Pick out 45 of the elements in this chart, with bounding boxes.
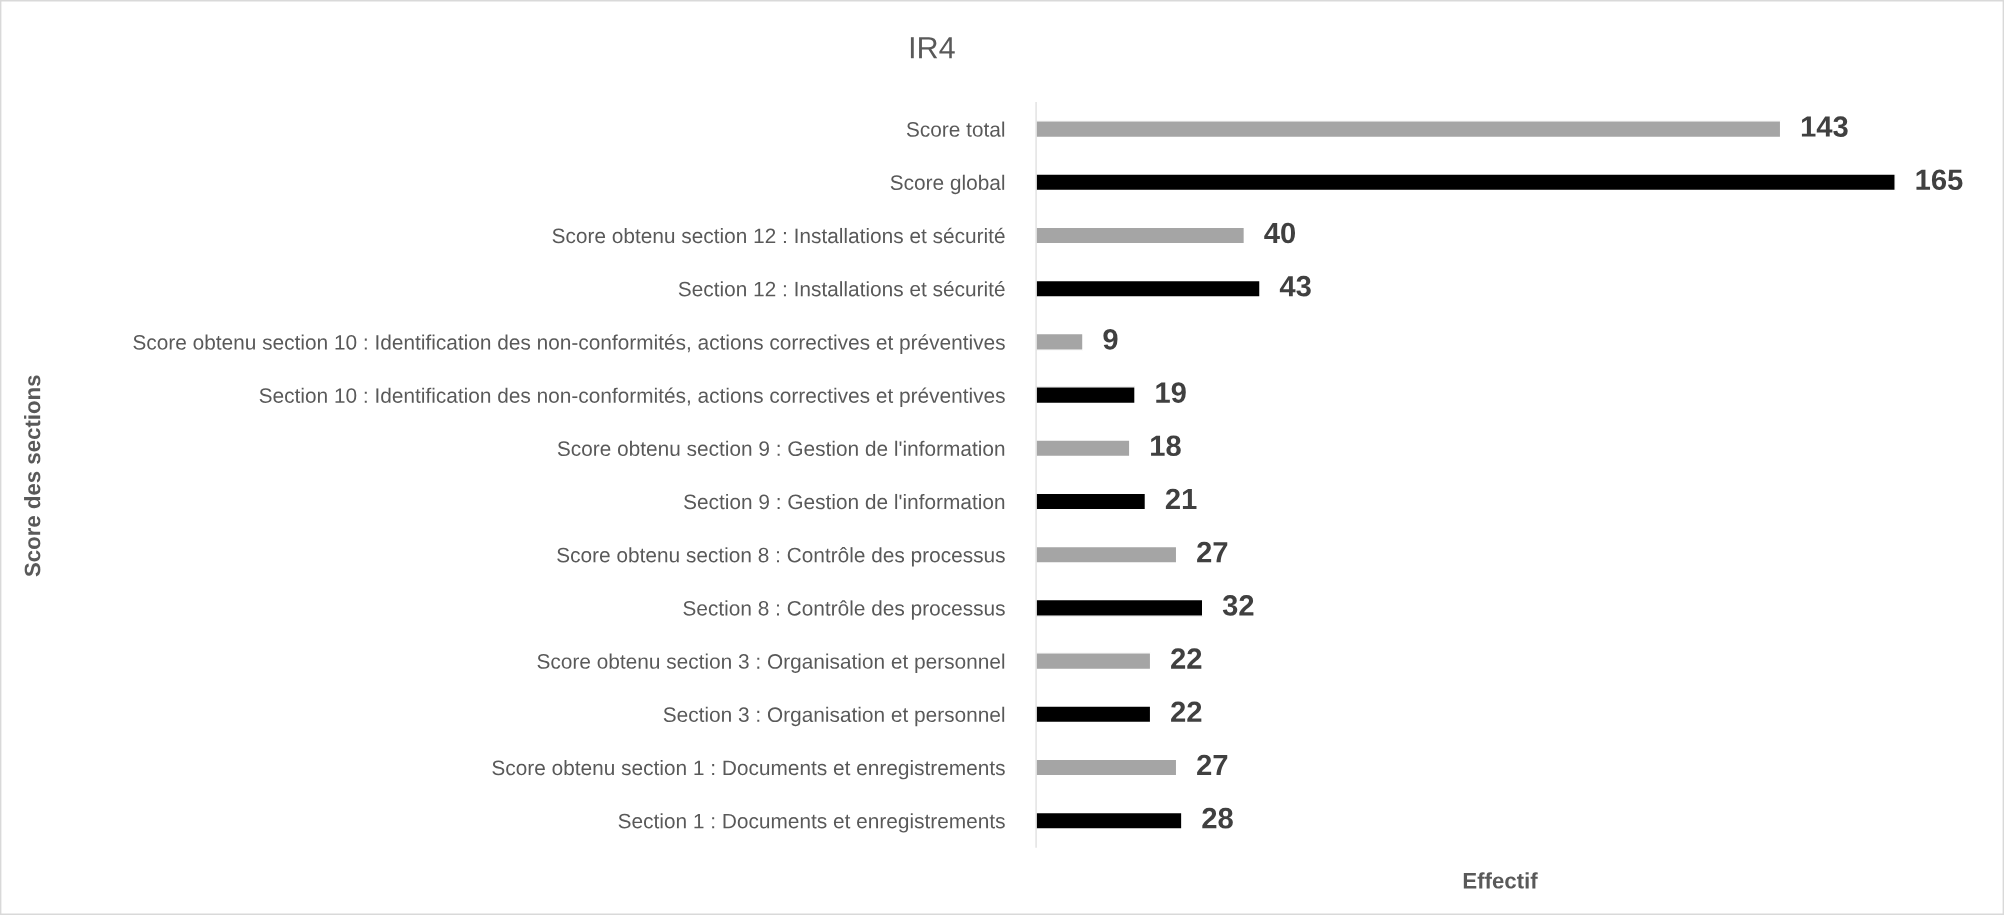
- bar: [1036, 492, 1147, 511]
- bar: [1036, 652, 1152, 671]
- y-tick-label: Score obtenu section 10 : Identification des non-conformités, actions correctives et préventives: [133, 334, 1005, 354]
- bar: [1036, 332, 1084, 351]
- bar: [1036, 386, 1136, 405]
- bar: [1036, 705, 1152, 724]
- bar: [1036, 758, 1178, 777]
- bar: [1036, 173, 1896, 192]
- bar: [1036, 598, 1204, 617]
- data-label: 18: [1151, 435, 1181, 457]
- bar: [1036, 545, 1178, 564]
- y-tick-label: Section 12 : Installations et sécurité: [678, 280, 1005, 297]
- y-tick-label: Section 1 : Documents et enregistrements: [618, 813, 1005, 833]
- data-label: 9: [1103, 329, 1118, 350]
- data-label: 27: [1197, 541, 1228, 563]
- data-label: 40: [1264, 222, 1296, 244]
- y-tick-label: Section 8 : Contrôle des processus: [683, 600, 1005, 620]
- data-label: 19: [1156, 382, 1186, 403]
- bar: [1036, 279, 1261, 298]
- data-label: 32: [1222, 595, 1254, 616]
- y-tick-label: Section 10 : Identification des non-conformités, actions correctives et préventives: [259, 387, 1005, 408]
- y-tick-label: Score total: [906, 121, 1005, 137]
- data-label: 22: [1171, 701, 1202, 722]
- data-label: 165: [1916, 169, 1963, 191]
- y-tick-label: Section 3 : Organisation et personnel: [663, 706, 1005, 727]
- bar: [1036, 811, 1183, 830]
- data-label: 28: [1202, 807, 1233, 829]
- y-tick-label: Score obtenu section 9 : Gestion de l'information: [557, 440, 1005, 457]
- y-tick-label: Score obtenu section 3 : Organisation et personnel: [537, 653, 1005, 673]
- bar: [1036, 226, 1246, 245]
- bar: [1036, 439, 1131, 458]
- y-axis-title: Score des sections: [24, 375, 41, 577]
- chart-title: IR4: [910, 37, 955, 59]
- data-label: 143: [1801, 116, 1848, 137]
- data-label: 27: [1197, 754, 1228, 776]
- y-tick-label: Score obtenu section 12 : Installations et sécurité: [552, 227, 1005, 244]
- y-tick-label: Section 9 : Gestion de l'information: [684, 493, 1005, 510]
- y-tick-label: Score global: [890, 174, 1005, 195]
- data-label: 21: [1165, 488, 1197, 510]
- data-label: 22: [1171, 648, 1202, 669]
- bar: [1036, 120, 1782, 139]
- x-axis-title: Effectif: [1463, 872, 1538, 889]
- data-label: 43: [1279, 275, 1311, 297]
- y-tick-label: Score obtenu section 8 : Contrôle des processus: [557, 547, 1005, 567]
- y-tick-label: Score obtenu section 1 : Documents et enregistrements: [492, 759, 1005, 780]
